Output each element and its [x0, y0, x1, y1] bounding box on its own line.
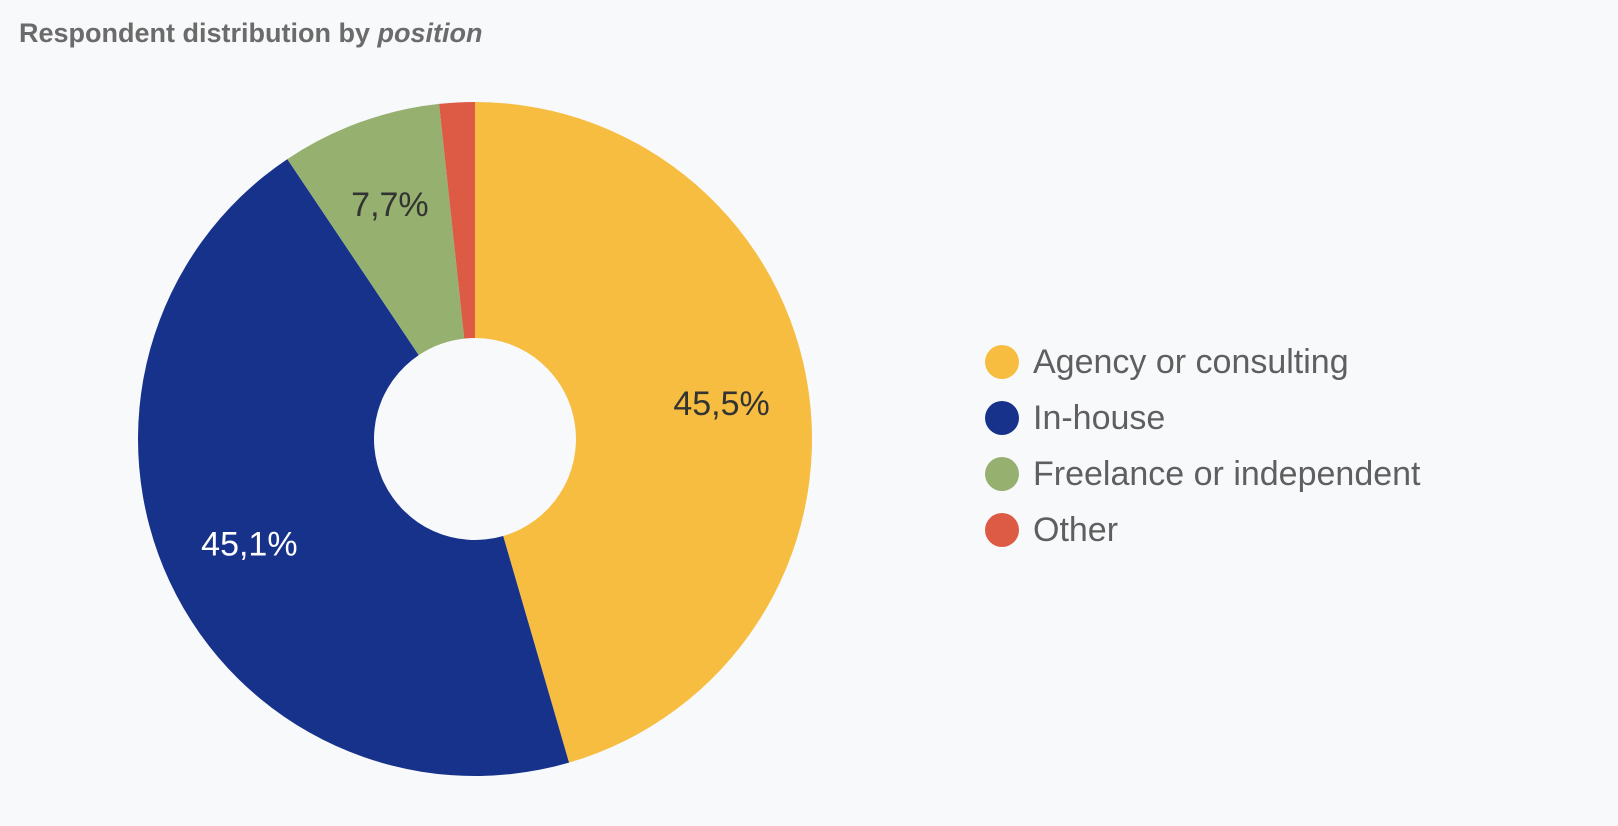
data-label-freelance-or-independent: 7,7% — [351, 186, 429, 224]
slice-agency-or-consulting — [475, 102, 813, 763]
chart-title-emphasis: position — [377, 18, 483, 48]
data-label-agency-or-consulting: 45,5% — [673, 385, 769, 423]
legend-swatch-icon — [985, 457, 1019, 491]
legend-item-agency-or-consulting[interactable]: Agency or consulting — [985, 334, 1421, 390]
slice-other — [439, 102, 475, 339]
legend-item-other[interactable]: Other — [985, 502, 1421, 558]
legend-item-in-house[interactable]: In-house — [985, 390, 1421, 446]
donut-chart: 45,5% 45,1% 7,7% — [138, 102, 813, 776]
legend-label: Agency or consulting — [1033, 342, 1349, 381]
slice-in-house — [138, 159, 570, 776]
legend-swatch-icon — [985, 401, 1019, 435]
slice-freelance-or-independent — [287, 103, 465, 356]
chart-title: Respondent distribution by position — [19, 18, 482, 49]
chart-title-prefix: Respondent distribution by — [19, 18, 378, 48]
legend-swatch-icon — [985, 513, 1019, 547]
legend-label: Other — [1033, 510, 1119, 549]
data-label-in-house: 45,1% — [201, 525, 297, 563]
chart-legend: Agency or consulting In-house Freelance or… — [985, 334, 1421, 558]
legend-swatch-icon — [985, 345, 1019, 379]
legend-item-freelance-or-independent[interactable]: Freelance or independent — [985, 446, 1421, 502]
legend-label: In-house — [1033, 398, 1166, 437]
legend-label: Freelance or independent — [1033, 454, 1421, 493]
